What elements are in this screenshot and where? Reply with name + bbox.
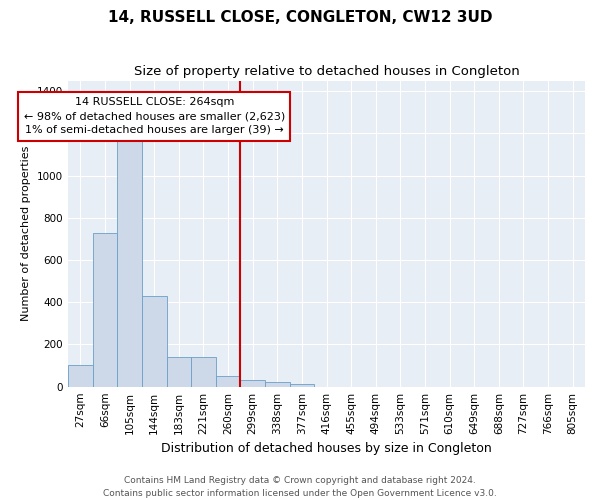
Bar <box>265 382 290 386</box>
Bar <box>216 376 241 386</box>
Bar <box>191 357 216 386</box>
Bar <box>167 357 191 386</box>
Title: Size of property relative to detached houses in Congleton: Size of property relative to detached ho… <box>134 65 520 78</box>
Text: Contains HM Land Registry data © Crown copyright and database right 2024.
Contai: Contains HM Land Registry data © Crown c… <box>103 476 497 498</box>
Text: 14, RUSSELL CLOSE, CONGLETON, CW12 3UD: 14, RUSSELL CLOSE, CONGLETON, CW12 3UD <box>108 10 492 25</box>
Bar <box>68 364 93 386</box>
Text: 14 RUSSELL CLOSE: 264sqm
← 98% of detached houses are smaller (2,623)
1% of semi: 14 RUSSELL CLOSE: 264sqm ← 98% of detach… <box>23 98 285 136</box>
Bar <box>241 380 265 386</box>
X-axis label: Distribution of detached houses by size in Congleton: Distribution of detached houses by size … <box>161 442 492 455</box>
Bar <box>93 232 118 386</box>
Bar <box>118 134 142 386</box>
Y-axis label: Number of detached properties: Number of detached properties <box>22 146 31 322</box>
Bar <box>142 296 167 386</box>
Bar <box>290 384 314 386</box>
